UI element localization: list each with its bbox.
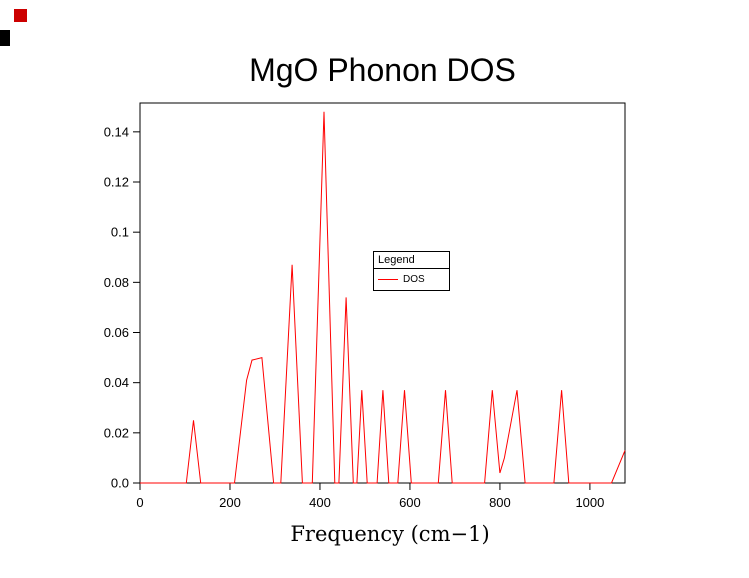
x-tick-label: 200 [219, 495, 241, 510]
legend-title: Legend [374, 252, 449, 269]
x-tick-label: 600 [399, 495, 421, 510]
y-tick-label: 0.1 [111, 225, 129, 240]
red-marker [14, 9, 27, 22]
y-tick-label: 0.0 [111, 476, 129, 491]
y-tick-label: 0.04 [104, 375, 129, 390]
x-tick-label: 0 [136, 495, 143, 510]
x-tick-label: 1000 [575, 495, 604, 510]
y-tick-label: 0.02 [104, 425, 129, 440]
y-tick-label: 0.14 [104, 124, 129, 139]
x-axis-label: Frequency (cm−1) [290, 522, 490, 546]
legend-line-sample [378, 279, 398, 280]
legend: Legend DOS [373, 251, 450, 291]
chart-title: MgO Phonon DOS [249, 52, 516, 88]
y-tick-label: 0.12 [104, 175, 129, 190]
y-tick-label: 0.06 [104, 325, 129, 340]
dos-line [140, 111, 626, 484]
x-tick-label: 800 [489, 495, 511, 510]
legend-entry-label: DOS [403, 274, 425, 285]
black-marker [0, 30, 10, 46]
x-tick-label: 400 [309, 495, 331, 510]
plot-frame [139, 102, 626, 484]
legend-entry: DOS [374, 269, 449, 290]
y-tick-label: 0.08 [104, 275, 129, 290]
